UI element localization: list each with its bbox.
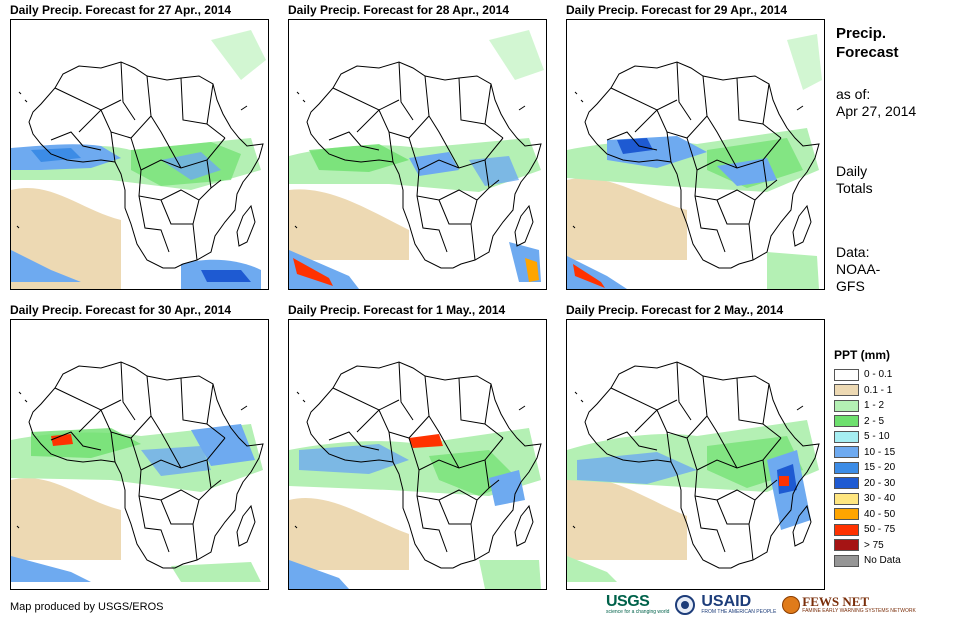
legend-label: 20 - 30 [864,477,896,489]
legend-swatch [834,461,859,474]
legend-swatch [834,384,859,397]
usgs-logo: USGS science for a changing world [606,593,670,616]
legend-label: 10 - 15 [864,446,896,458]
legend-item: 0.1 - 1 [834,383,901,399]
legend-swatch [834,368,859,381]
legend-swatch [834,523,859,536]
legend-rows: 0 - 0.1 0.1 - 1 1 - 2 2 - 5 5 - 10 10 - 15 15 … [834,367,901,569]
precip-map [10,319,269,590]
legend-label: 50 - 75 [864,524,896,536]
precip-map-graphic [289,30,544,289]
totals-line1: Daily [836,163,868,179]
as-of-block: as of: Apr 27, 2014 [836,86,916,120]
legend-label: 15 - 20 [864,462,896,474]
precip-map-graphic [567,361,820,582]
legend-label: 40 - 50 [864,508,896,520]
legend-item: 10 - 15 [834,445,901,461]
legend-item: > 75 [834,538,901,554]
usgs-logo-text: USGS [606,593,650,610]
legend-swatch [834,430,859,443]
panel-title: Daily Precip. Forecast for 27 Apr., 2014 [10,3,231,17]
legend-label: 2 - 5 [864,415,885,427]
forecast-panel-29-apr: Daily Precip. Forecast for 29 Apr., 2014 [566,3,825,290]
map-credit: Map produced by USGS/EROS [10,601,164,613]
legend-item: 2 - 5 [834,414,901,430]
usaid-logo-text: USAID [701,593,752,610]
precip-map [566,319,825,590]
forecast-panel-27-apr: Daily Precip. Forecast for 27 Apr., 2014 [10,3,269,290]
precip-map-graphic [11,361,264,582]
precip-map [566,19,825,290]
precip-map [288,19,547,290]
legend-swatch [834,539,859,552]
legend-swatch [834,477,859,490]
precip-map-graphic [567,34,822,289]
as-of-date: Apr 27, 2014 [836,103,917,119]
fews-logo-tagline: FAMINE EARLY WARNING SYSTEMS NETWORK [802,608,916,614]
legend-label: 5 - 10 [864,431,890,443]
legend-item: 5 - 10 [834,429,901,445]
precip-map-graphic [289,361,542,589]
legend-item: 15 - 20 [834,460,901,476]
partner-logos: USGS science for a changing world USAID … [606,593,916,616]
legend-title: PPT (mm) [834,348,891,362]
legend-item: 20 - 30 [834,476,901,492]
legend-label: 30 - 40 [864,493,896,505]
precip-map-graphic [11,30,266,289]
fews-net-logo: FEWS NET FAMINE EARLY WARNING SYSTEMS NE… [782,595,916,614]
data-source-line1: Data: [836,244,870,260]
as-of-label: as of: [836,86,871,102]
map-info: Precip. Forecast [836,24,899,62]
legend-swatch [834,399,859,412]
map-title-line2: Forecast [836,44,899,61]
panel-title: Daily Precip. Forecast for 1 May., 2014 [288,303,506,317]
legend-swatch [834,508,859,521]
precip-legend: PPT (mm) 0 - 0.1 0.1 - 1 1 - 2 2 - 5 5 - 10 1… [834,348,901,569]
legend-label: > 75 [864,539,884,551]
fews-globe-icon [782,595,801,614]
forecast-panel-1-may: Daily Precip. Forecast for 1 May., 2014 [288,303,547,590]
legend-swatch [834,415,859,428]
data-source-line2: NOAA- [836,261,881,277]
legend-swatch [834,492,859,505]
usgs-logo-tagline: science for a changing world [606,609,670,615]
legend-label: No Data [864,555,901,567]
data-source-block: Data: NOAA- GFS [836,244,880,295]
panel-title: Daily Precip. Forecast for 29 Apr., 2014 [566,3,787,17]
precip-map [288,319,547,590]
legend-item: 40 - 50 [834,507,901,523]
legend-item: No Data [834,553,901,569]
legend-label: 1 - 2 [864,400,885,412]
usaid-logo-tagline: FROM THE AMERICAN PEOPLE [701,609,777,615]
precip-map [10,19,269,290]
legend-item: 30 - 40 [834,491,901,507]
forecast-panel-2-may: Daily Precip. Forecast for 2 May., 2014 [566,303,825,590]
legend-swatch [834,554,859,567]
legend-item: 0 - 0.1 [834,367,901,383]
totals-line2: Totals [836,180,873,196]
data-source-line3: GFS [836,278,865,294]
panel-title: Daily Precip. Forecast for 28 Apr., 2014 [288,3,509,17]
legend-item: 1 - 2 [834,398,901,414]
fews-logo-text: FEWS NET [802,594,870,609]
panel-title: Daily Precip. Forecast for 2 May., 2014 [566,303,784,317]
forecast-panel-30-apr: Daily Precip. Forecast for 30 Apr., 2014 [10,303,269,590]
legend-item: 50 - 75 [834,522,901,538]
usaid-seal-icon [675,594,696,615]
legend-swatch [834,446,859,459]
totals-block: Daily Totals [836,163,873,197]
usaid-logo: USAID FROM THE AMERICAN PEOPLE [701,593,777,616]
legend-label: 0.1 - 1 [864,384,893,396]
legend-label: 0 - 0.1 [864,369,893,381]
panel-title: Daily Precip. Forecast for 30 Apr., 2014 [10,303,231,317]
forecast-panel-28-apr: Daily Precip. Forecast for 28 Apr., 2014 [288,3,547,290]
map-title-line1: Precip. [836,25,887,42]
